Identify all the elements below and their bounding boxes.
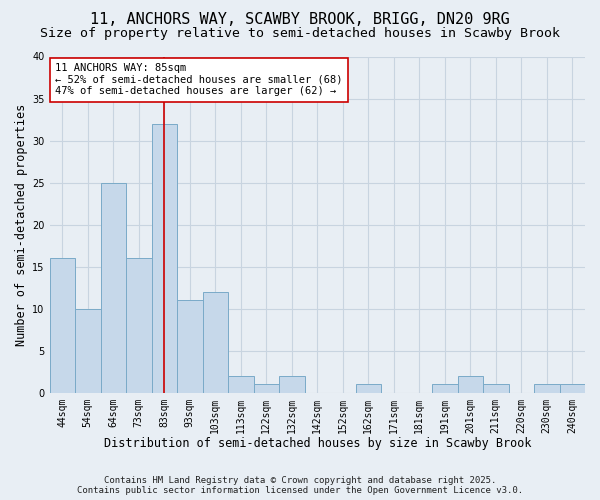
Bar — [101, 182, 126, 392]
Bar — [177, 300, 203, 392]
X-axis label: Distribution of semi-detached houses by size in Scawby Brook: Distribution of semi-detached houses by … — [104, 437, 531, 450]
Bar — [534, 384, 560, 392]
Bar — [203, 292, 228, 392]
Bar — [483, 384, 509, 392]
Bar — [432, 384, 458, 392]
Bar — [75, 308, 101, 392]
Y-axis label: Number of semi-detached properties: Number of semi-detached properties — [15, 104, 28, 346]
Bar — [560, 384, 585, 392]
Text: Contains HM Land Registry data © Crown copyright and database right 2025.
Contai: Contains HM Land Registry data © Crown c… — [77, 476, 523, 495]
Bar — [356, 384, 381, 392]
Bar — [50, 258, 75, 392]
Bar — [458, 376, 483, 392]
Bar — [254, 384, 279, 392]
Bar — [228, 376, 254, 392]
Text: 11 ANCHORS WAY: 85sqm
← 52% of semi-detached houses are smaller (68)
47% of semi: 11 ANCHORS WAY: 85sqm ← 52% of semi-deta… — [55, 63, 343, 96]
Bar — [279, 376, 305, 392]
Bar — [126, 258, 152, 392]
Text: Size of property relative to semi-detached houses in Scawby Brook: Size of property relative to semi-detach… — [40, 28, 560, 40]
Bar — [152, 124, 177, 392]
Text: 11, ANCHORS WAY, SCAWBY BROOK, BRIGG, DN20 9RG: 11, ANCHORS WAY, SCAWBY BROOK, BRIGG, DN… — [90, 12, 510, 28]
